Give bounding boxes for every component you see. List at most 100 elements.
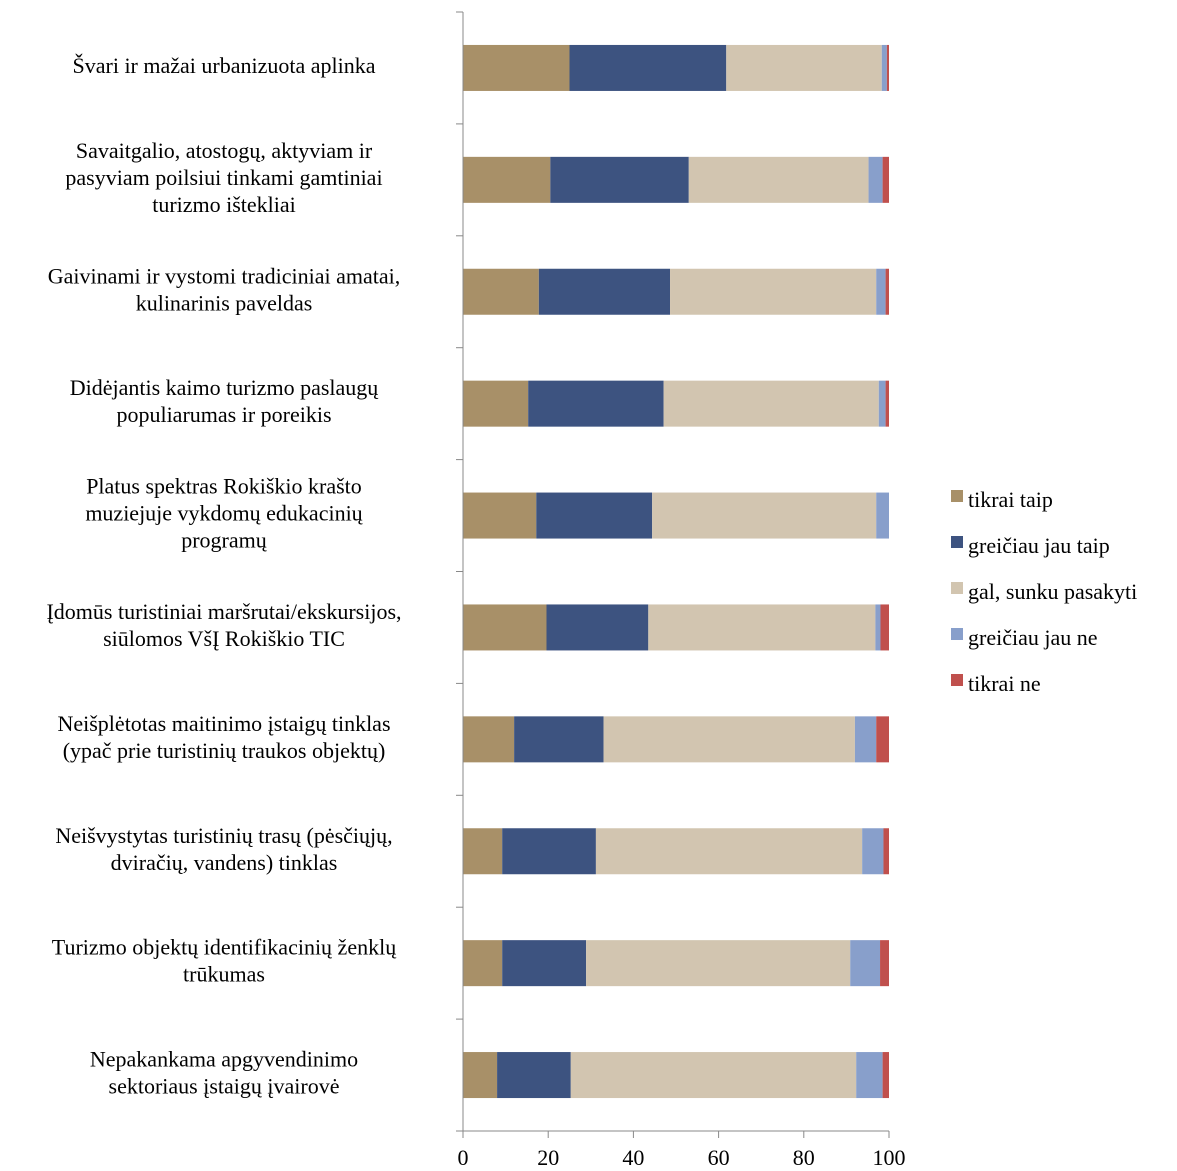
bar-segment <box>875 604 881 651</box>
bar-segment <box>463 156 551 203</box>
bar-segment <box>497 1052 571 1099</box>
category-label-line: Nepakankama apgyvendinimo <box>90 1047 358 1072</box>
legend-label: tikrai taip <box>968 487 1053 512</box>
bar-segment <box>514 716 604 763</box>
category-label-line: Neišplėtotas maitinimo įstaigų tinklas <box>57 711 390 736</box>
category-label: Savaitgalio, atostogų, aktyviam ir pasyvi… <box>65 138 382 217</box>
bar-segment <box>595 828 863 875</box>
bar-segment <box>876 268 886 315</box>
category-label-line: Turizmo objektų identifikacinių ženklų <box>52 935 397 960</box>
bar-segment <box>883 828 889 875</box>
category-label-line: trūkumas <box>183 962 265 987</box>
bar-segment <box>885 268 889 315</box>
category-label-line: Neišvystytas turistinių trasų (pėsčiųjų, <box>55 823 392 848</box>
bars <box>463 44 889 1099</box>
bar-segment <box>862 828 884 875</box>
category-label-line: populiarumas ir poreikis <box>116 402 331 427</box>
category-label-line: kulinarinis paveldas <box>136 290 313 315</box>
category-label-line: Švari ir mažai urbanizuota aplinka <box>73 53 376 78</box>
category-label: Neišvystytas turistinių trasų (pėsčiųjų,… <box>55 823 392 875</box>
legend-swatch <box>951 628 963 640</box>
bar-segment <box>528 380 664 427</box>
legend-label: greičiau jau taip <box>968 533 1110 558</box>
category-label-line: Įdomūs turistiniai maršrutai/ekskursijos… <box>46 599 401 624</box>
category-label: Gaivinami ir vystomi tradiciniai amatai,… <box>48 263 401 315</box>
category-label-line: Savaitgalio, atostogų, aktyviam ir <box>76 138 373 163</box>
category-label: Nepakankama apgyvendinimo sektoriaus įsta… <box>90 1047 358 1099</box>
bar-segment <box>885 380 889 427</box>
bar-segment <box>882 1052 889 1099</box>
category-label-line: dviračių, vandens) tinklas <box>111 850 338 875</box>
bar-segment <box>880 604 889 651</box>
legend-label: gal, sunku pasakyti <box>968 579 1137 604</box>
bar-segment <box>502 940 587 987</box>
bar-segment <box>502 828 596 875</box>
category-label-line: Gaivinami ir vystomi tradiciniai amatai, <box>48 263 401 288</box>
category-label: Platus spektras Rokiškio krašto muziejuje… <box>85 474 363 553</box>
bar-segment <box>463 828 503 875</box>
bar-segment <box>856 1052 883 1099</box>
bar-segment <box>688 156 869 203</box>
bar-segment <box>586 940 851 987</box>
legend-swatch <box>951 582 963 594</box>
bar-segment <box>463 268 539 315</box>
bar-segment <box>463 492 537 539</box>
category-label-line: siūlomos VšĮ Rokiškio TIC <box>103 626 345 651</box>
bar-segment <box>854 716 877 763</box>
bar-segment <box>868 156 883 203</box>
bar-segment <box>463 380 529 427</box>
bar-segment <box>876 716 889 763</box>
legend-swatch <box>951 490 963 502</box>
category-label-line: Platus spektras Rokiškio krašto <box>86 474 362 499</box>
bar-segment <box>463 940 503 987</box>
bar-segment <box>663 380 879 427</box>
bar-segment <box>603 716 855 763</box>
category-labels: Švari ir mažai urbanizuota aplinka Savait… <box>46 53 401 1099</box>
bar-segment <box>878 380 886 427</box>
bar-segment <box>652 492 877 539</box>
bar-segment <box>463 604 547 651</box>
bar-segment <box>670 268 877 315</box>
category-label: Švari ir mažai urbanizuota aplinka <box>73 53 376 78</box>
bar-segment <box>569 44 727 91</box>
category-label-line: turizmo ištekliai <box>152 192 296 217</box>
bar-segment <box>463 716 515 763</box>
bar-segment <box>882 156 889 203</box>
legend-swatch <box>951 536 963 548</box>
x-tick-label: 20 <box>537 1145 559 1170</box>
category-label: Turizmo objektų identifikacinių ženklų tr… <box>52 935 397 987</box>
bar-segment <box>463 44 570 91</box>
bar-segment <box>463 1052 498 1099</box>
bar-segment <box>550 156 689 203</box>
x-tick-label: 0 <box>458 1145 469 1170</box>
x-tick-labels: 0 20 40 60 80 100 <box>458 1145 906 1170</box>
bar-segment <box>850 940 881 987</box>
legend-label: tikrai ne <box>968 671 1041 696</box>
bar-segment <box>546 604 649 651</box>
category-label-line: programų <box>181 528 268 553</box>
bar-segment <box>880 940 889 987</box>
axes <box>456 11 890 1138</box>
category-label-line: (ypač prie turistinių traukos objektų) <box>63 738 386 763</box>
category-label-line: Didėjantis kaimo turizmo paslaugų <box>70 375 380 400</box>
bar-segment <box>876 492 889 539</box>
bar-segment <box>726 44 882 91</box>
legend-label: greičiau jau ne <box>968 625 1098 650</box>
bar-segment <box>538 268 671 315</box>
category-label-line: muziejuje vykdomų edukacinių <box>85 501 363 526</box>
x-tick-label: 40 <box>622 1145 644 1170</box>
x-tick-label: 60 <box>708 1145 730 1170</box>
bar-segment <box>881 44 887 91</box>
legend: tikrai taip greičiau jau taip gal, sunku p… <box>951 487 1137 696</box>
category-label: Didėjantis kaimo turizmo paslaugų populia… <box>70 375 380 427</box>
category-label: Neišplėtotas maitinimo įstaigų tinklas (y… <box>57 711 390 763</box>
bar-segment <box>886 44 889 91</box>
bar-segment <box>648 604 876 651</box>
bar-segment <box>536 492 653 539</box>
bar-segment <box>570 1052 857 1099</box>
category-label-line: pasyviam poilsiui tinkami gamtiniai <box>65 165 382 190</box>
x-tick-label: 100 <box>873 1145 906 1170</box>
category-label: Įdomūs turistiniai maršrutai/ekskursijos… <box>46 599 401 651</box>
x-tick-label: 80 <box>793 1145 815 1170</box>
